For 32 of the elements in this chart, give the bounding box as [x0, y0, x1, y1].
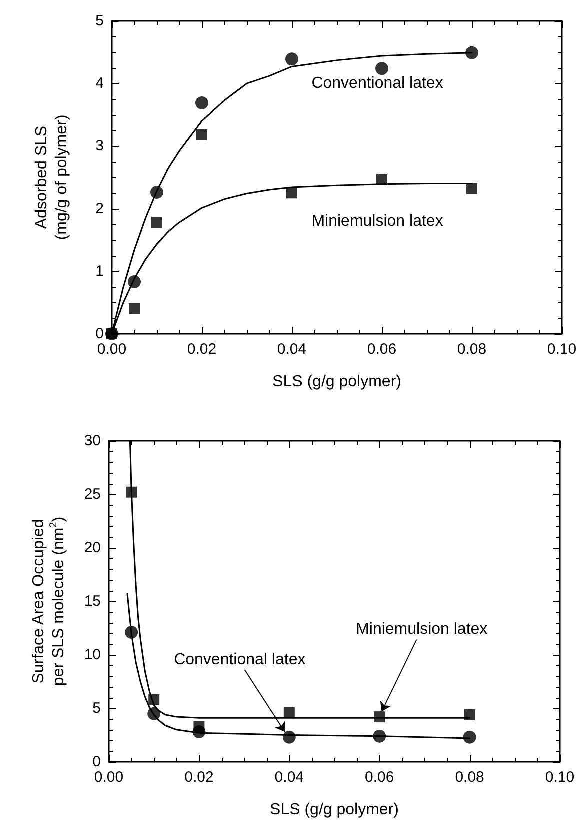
x-axis-title: SLS (g/g polymer) — [272, 374, 402, 390]
y-tick-label: 0 — [92, 754, 101, 770]
annotation: Conventional latex — [312, 75, 444, 92]
x-tick-label: 0.02 — [184, 769, 214, 786]
y-tick-label: 1 — [96, 262, 104, 280]
annotation: Conventional latex — [174, 652, 306, 669]
x-tick-label: 0.06 — [365, 769, 394, 786]
x-axis-title: SLS (g/g polymer) — [270, 802, 399, 818]
x-tick-label: 0.10 — [545, 769, 575, 786]
annotation: Miniemulsion latex — [356, 621, 488, 638]
x-tick-label: 0.06 — [367, 341, 397, 358]
y-tick-label: 2 — [96, 200, 104, 218]
y-tick-label: 10 — [84, 646, 101, 664]
x-tick-label: 0.02 — [187, 341, 217, 358]
x-tick-label: 0.08 — [455, 769, 484, 786]
x-tick-label: 0.08 — [457, 341, 487, 358]
x-tick-label: 0.04 — [274, 769, 304, 786]
y-tick-label: 30 — [84, 432, 101, 450]
y-tick-label: 5 — [92, 700, 101, 717]
y-tick-label: 25 — [84, 486, 101, 503]
x-tick-label: 0.00 — [97, 341, 127, 358]
x-tick-label: 0.10 — [547, 341, 577, 358]
y-tick-label: 3 — [96, 138, 104, 155]
y-tick-label: 4 — [96, 75, 104, 92]
x-tick-label: 0.04 — [277, 341, 307, 358]
y-tick-label: 0 — [96, 326, 104, 342]
y-tick-label: 20 — [84, 540, 101, 556]
y-tick-label: 5 — [96, 12, 104, 30]
annotation: Miniemulsion latex — [312, 212, 444, 230]
y-tick-label: 15 — [84, 593, 101, 610]
x-tick-label: 0.00 — [94, 769, 124, 786]
y-axis-title: Adsorbed SLS (mg/g of polymer) — [34, 114, 70, 240]
